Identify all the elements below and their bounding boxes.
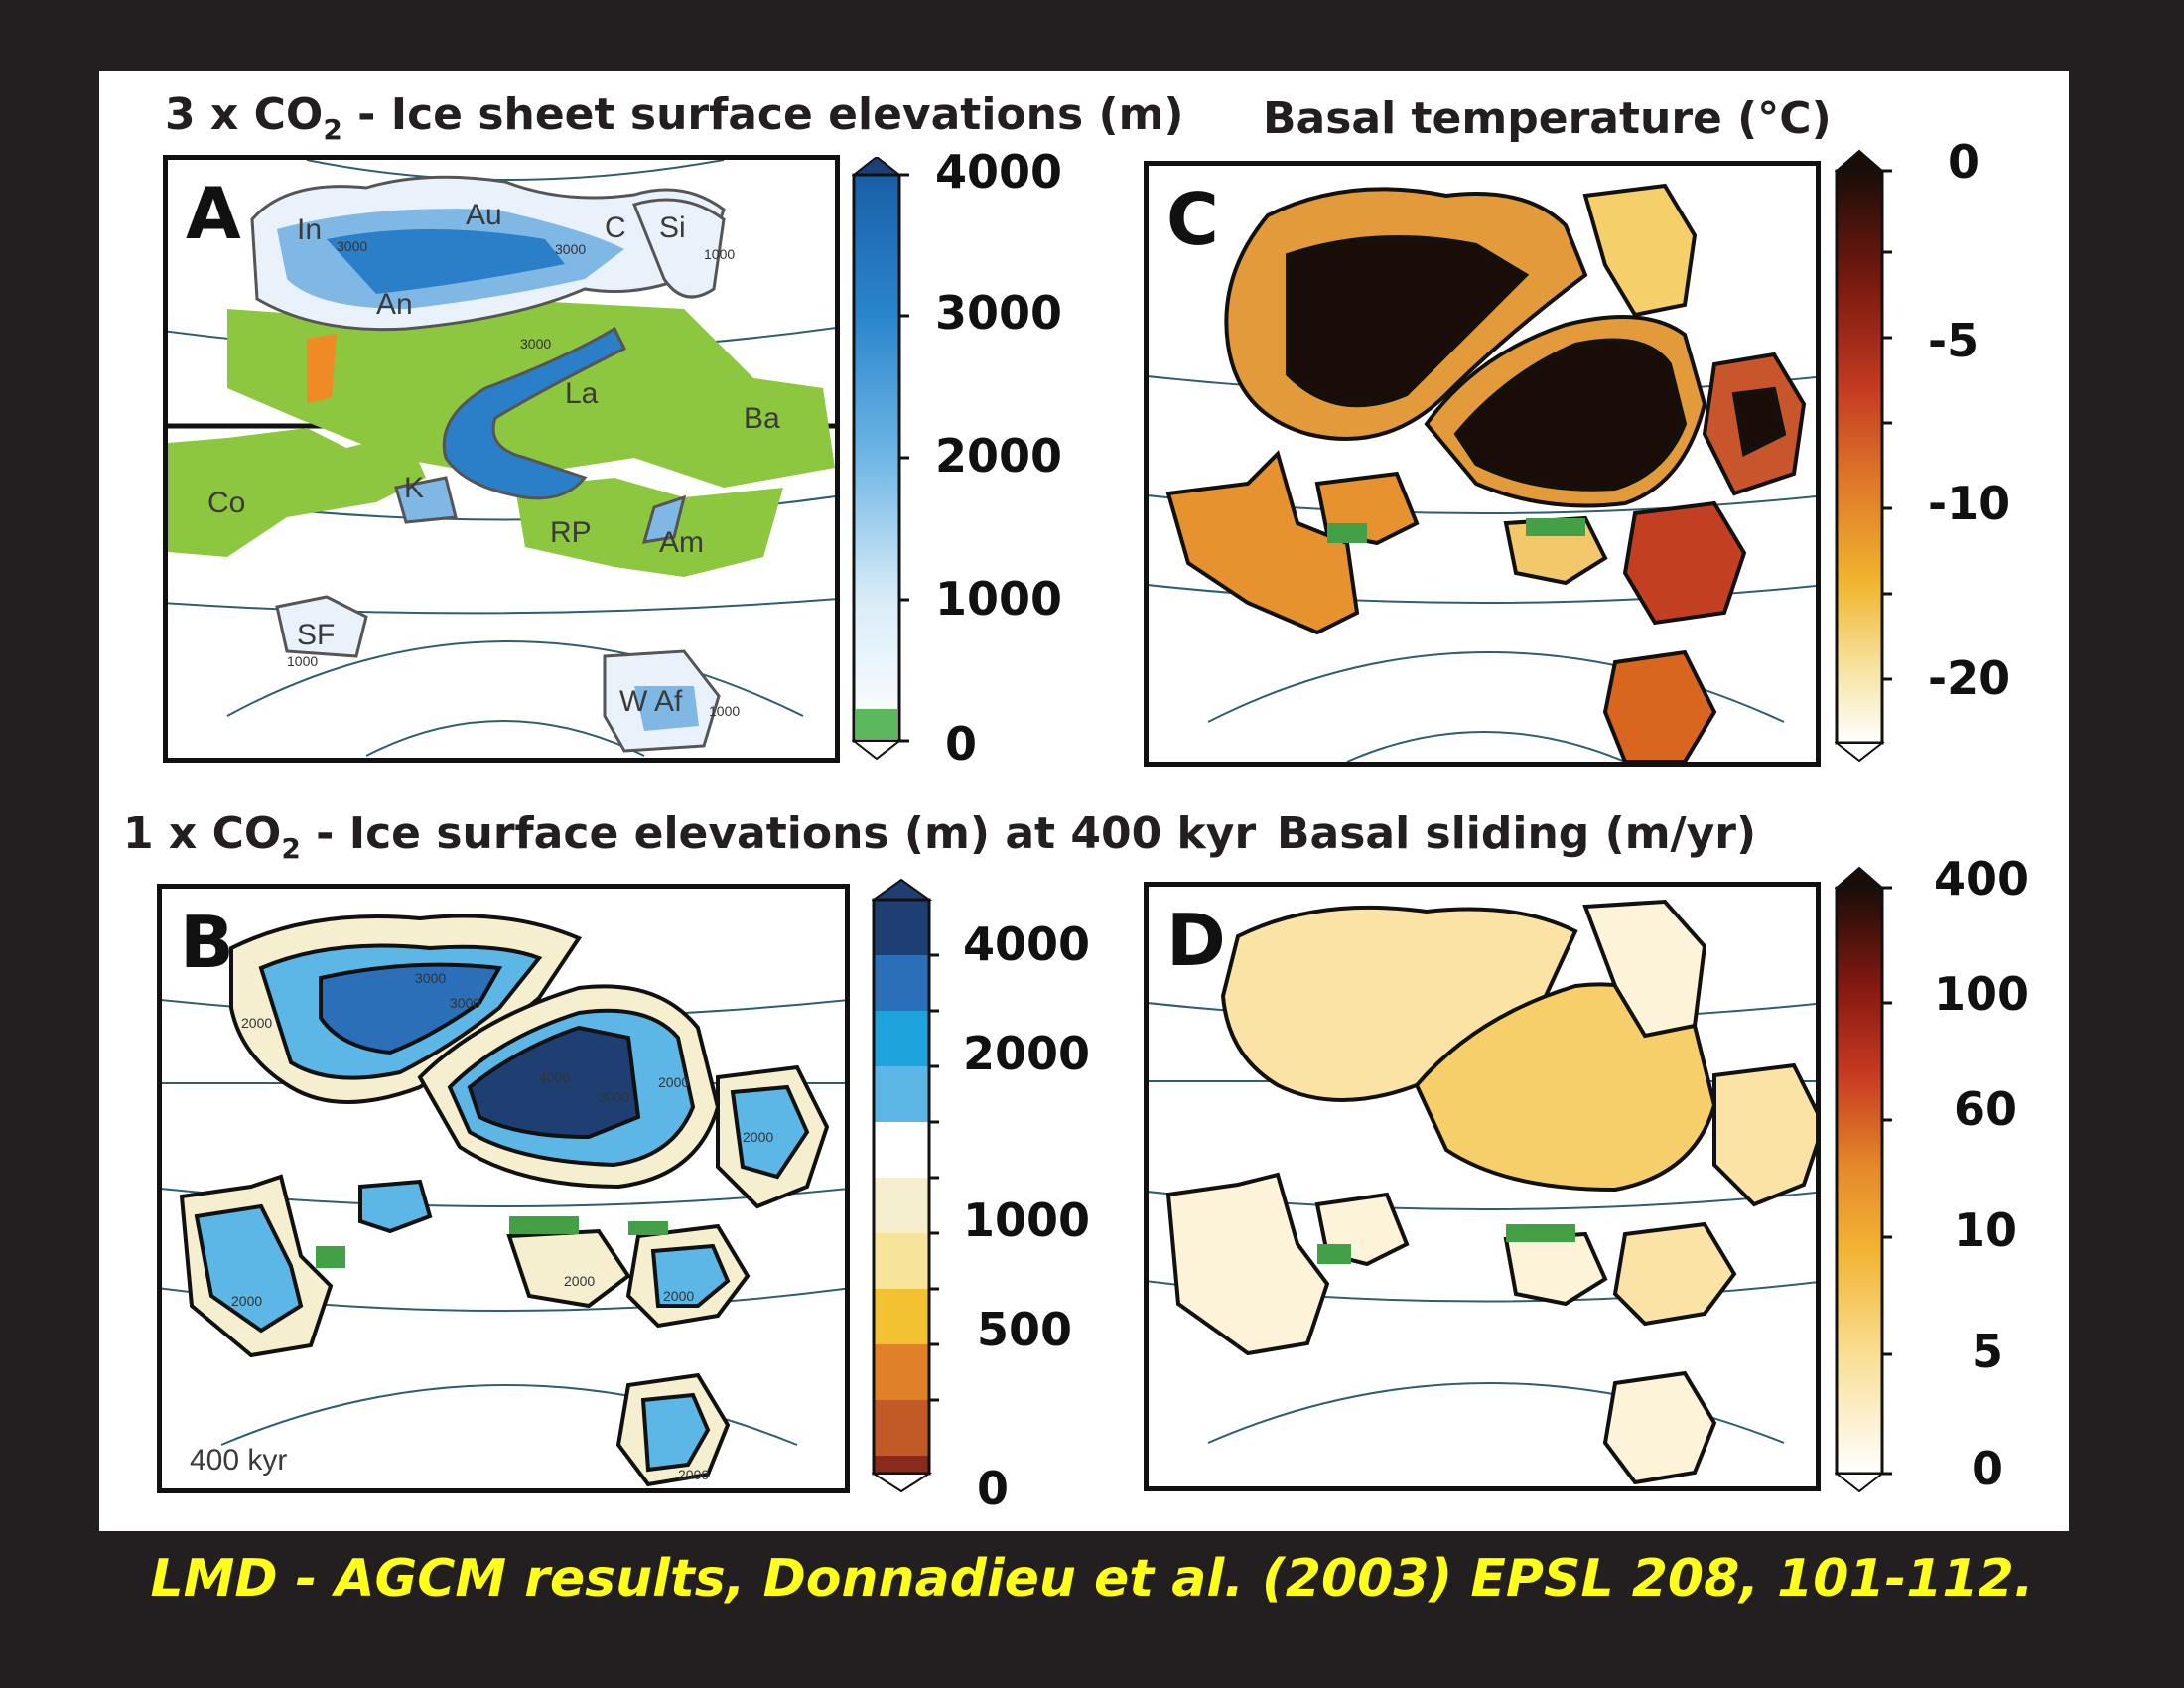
- colorbar-d-tick: 60: [1954, 1082, 2018, 1136]
- map-panel-c: C: [1144, 161, 1821, 767]
- citation-caption: LMD - AGCM results, Donnadieu et al. (20…: [150, 1549, 2034, 1609]
- region-label: Au: [466, 199, 502, 231]
- colorbar-c-tick: -10: [1928, 477, 2011, 530]
- contour-label: 1000: [709, 703, 740, 719]
- contour-label: 2000: [564, 1273, 595, 1289]
- map-panel-d: D: [1144, 882, 1821, 1491]
- region-label: In: [297, 213, 322, 246]
- colorbar-a-tick: 1000: [935, 572, 1063, 626]
- contour-label: 1000: [704, 246, 735, 262]
- colorbar-d-tick: 5: [1972, 1325, 2004, 1378]
- colorbar-a-tick: 4000: [935, 145, 1063, 199]
- colorbar-d-tick: 100: [1934, 967, 2030, 1021]
- region-label: Co: [207, 487, 245, 519]
- region-label: W Af: [619, 685, 683, 718]
- contour-label: 3000: [555, 241, 586, 257]
- region-label: RP: [550, 516, 592, 549]
- figure-panel: 3 x CO2 - Ice sheet surface elevations (…: [99, 71, 2069, 1531]
- contour-label: 2000: [663, 1288, 694, 1304]
- panel-b-title: 1 x CO2 - Ice surface elevations (m) at …: [123, 808, 1257, 865]
- colorbar-d-tick: 10: [1954, 1203, 2018, 1257]
- panel-d-letter: D: [1166, 899, 1226, 982]
- panel-c-title: Basal temperature (°C): [1263, 93, 1832, 144]
- time-label: 400 kyr: [190, 1444, 287, 1477]
- contour-label: 3000: [599, 1089, 629, 1105]
- colorbar-a-tick: 3000: [935, 286, 1063, 340]
- contour-label: 2000: [678, 1467, 709, 1482]
- contour-label: 3000: [415, 970, 446, 986]
- colorbar-b-tick: 4000: [963, 917, 1091, 971]
- contour-label: 2000: [231, 1293, 262, 1309]
- panel-d-title: Basal sliding (m/yr): [1277, 808, 1757, 859]
- region-label: SF: [297, 619, 335, 651]
- colorbar-d-tick: 0: [1972, 1442, 2004, 1495]
- colorbar-a: [852, 157, 909, 761]
- contour-label: 2000: [241, 1015, 272, 1031]
- region-label: C: [605, 211, 626, 244]
- colorbar-b-tick: 1000: [963, 1194, 1091, 1247]
- contour-label: 3000: [337, 238, 367, 254]
- contour-label: 2000: [658, 1074, 689, 1090]
- colorbar-a-tick: 0: [945, 717, 978, 771]
- colorbar-d-tick: 400: [1934, 852, 2030, 906]
- region-label: Am: [659, 526, 704, 559]
- region-label: K: [404, 472, 424, 504]
- contour-label: 3000: [450, 995, 480, 1011]
- region-label: Ba: [744, 402, 780, 435]
- colorbar-b-tick: 500: [977, 1303, 1073, 1356]
- panel-c-letter: C: [1166, 178, 1219, 261]
- colorbar-d: [1835, 866, 1892, 1493]
- panel-b-letter: B: [180, 901, 234, 984]
- colorbar-c-tick: -20: [1928, 651, 2011, 705]
- colorbar-b-tick: 2000: [963, 1027, 1091, 1080]
- panel-a-title: 3 x CO2 - Ice sheet surface elevations (…: [165, 89, 1184, 146]
- region-label: La: [565, 377, 599, 410]
- contour-label: 3000: [520, 336, 551, 352]
- map-panel-b: 3000 3000 2000 4000 3000 2000 2000 2000 …: [157, 884, 850, 1493]
- colorbar-c-tick: -5: [1928, 314, 1979, 367]
- panel-a-letter: A: [186, 172, 241, 255]
- contour-label: 1000: [287, 653, 318, 669]
- contour-label: 2000: [743, 1129, 773, 1145]
- contour-label: 4000: [539, 1069, 570, 1085]
- map-panel-a: In Au C Si An La Ba Co K RP Am SF W Af 3…: [163, 155, 840, 763]
- colorbar-a-tick: 2000: [935, 429, 1063, 483]
- colorbar-c: [1835, 149, 1892, 763]
- region-label: Si: [659, 211, 686, 244]
- colorbar-b: [872, 878, 939, 1493]
- region-label: An: [376, 288, 413, 321]
- colorbar-b-tick: 0: [977, 1462, 1010, 1515]
- colorbar-c-tick: 0: [1948, 135, 1980, 189]
